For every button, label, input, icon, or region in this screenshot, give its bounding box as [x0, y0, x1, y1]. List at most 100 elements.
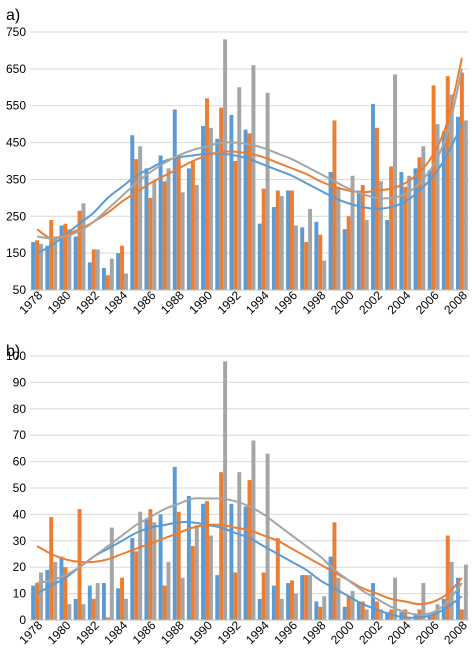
- bar: [95, 249, 100, 290]
- x-tick-label: 1996: [271, 618, 300, 647]
- bar: [152, 181, 157, 290]
- bar: [201, 503, 206, 620]
- bar: [172, 466, 177, 620]
- bar: [91, 598, 96, 620]
- bar: [360, 601, 365, 620]
- bar: [318, 606, 323, 620]
- bar: [180, 192, 185, 290]
- x-tick-label: 1984: [101, 288, 130, 317]
- bar: [205, 501, 209, 620]
- bar: [336, 577, 341, 620]
- bar: [215, 138, 220, 290]
- x-tick-label: 1994: [243, 618, 272, 647]
- bar: [403, 609, 408, 620]
- y-tick-label: 650: [6, 62, 26, 76]
- bar: [293, 225, 298, 290]
- bar: [261, 188, 266, 290]
- bar: [152, 522, 157, 620]
- bar: [336, 186, 341, 290]
- trend-line: [36, 523, 463, 606]
- bar: [45, 569, 50, 620]
- y-tick-label: 10: [13, 587, 27, 601]
- bar: [261, 572, 266, 620]
- y-tick-label: 20: [13, 560, 27, 574]
- bar: [130, 538, 135, 620]
- bar: [378, 181, 383, 290]
- bar: [67, 604, 72, 620]
- bar: [356, 601, 361, 620]
- bar: [463, 564, 468, 620]
- bar: [300, 227, 305, 290]
- bar: [138, 146, 143, 290]
- bar: [290, 580, 294, 620]
- bar: [407, 175, 412, 290]
- bar: [350, 590, 355, 620]
- bar: [257, 598, 262, 620]
- bar: [148, 509, 153, 620]
- bar: [233, 572, 238, 620]
- bar: [166, 561, 171, 620]
- bar: [356, 190, 361, 290]
- bar: [176, 155, 181, 290]
- bar: [399, 172, 404, 290]
- bar: [342, 229, 347, 290]
- bar: [87, 585, 92, 620]
- bar: [342, 606, 347, 620]
- bar: [109, 527, 114, 620]
- bar: [279, 598, 284, 620]
- x-tick-label: 2008: [441, 288, 470, 317]
- bar: [39, 243, 43, 290]
- bar: [427, 170, 432, 290]
- bar: [328, 172, 333, 290]
- bar: [223, 361, 228, 620]
- bar: [194, 184, 199, 290]
- bar: [166, 168, 171, 290]
- bar: [186, 168, 191, 290]
- bar: [219, 472, 224, 620]
- bar: [134, 159, 139, 290]
- bar: [194, 524, 199, 620]
- x-tick-label: 1998: [300, 288, 329, 317]
- bar: [35, 240, 40, 290]
- x-tick-label: 2002: [356, 618, 385, 647]
- trend-line: [36, 68, 463, 240]
- bar: [286, 190, 291, 290]
- bar: [322, 596, 327, 620]
- bar: [120, 577, 125, 620]
- bar: [53, 561, 58, 620]
- bar: [304, 242, 309, 290]
- bar: [374, 601, 379, 620]
- x-tick-label: 1992: [215, 618, 244, 647]
- bar: [275, 190, 280, 290]
- bar: [364, 609, 369, 620]
- bar: [87, 262, 92, 290]
- y-tick-label: 550: [6, 99, 26, 113]
- bar: [120, 245, 125, 290]
- bar: [186, 495, 191, 620]
- bar: [81, 203, 86, 290]
- bar: [124, 598, 128, 620]
- bar: [215, 575, 220, 620]
- bar: [138, 511, 143, 620]
- y-tick-label: 450: [6, 136, 26, 150]
- bar: [116, 253, 121, 290]
- bar: [144, 519, 149, 620]
- bar: [421, 583, 426, 620]
- x-tick-label: 1980: [45, 618, 74, 647]
- bar: [59, 225, 64, 290]
- bar: [77, 210, 82, 290]
- bar: [332, 522, 337, 620]
- bar: [237, 87, 242, 291]
- x-tick-label: 2006: [413, 618, 442, 647]
- bar: [427, 614, 432, 620]
- bar: [205, 98, 209, 290]
- bar: [275, 538, 280, 620]
- bar: [243, 506, 248, 620]
- bar: [190, 161, 195, 290]
- bar: [95, 583, 100, 620]
- bar: [172, 109, 177, 291]
- bar: [413, 168, 418, 290]
- bar: [385, 219, 390, 290]
